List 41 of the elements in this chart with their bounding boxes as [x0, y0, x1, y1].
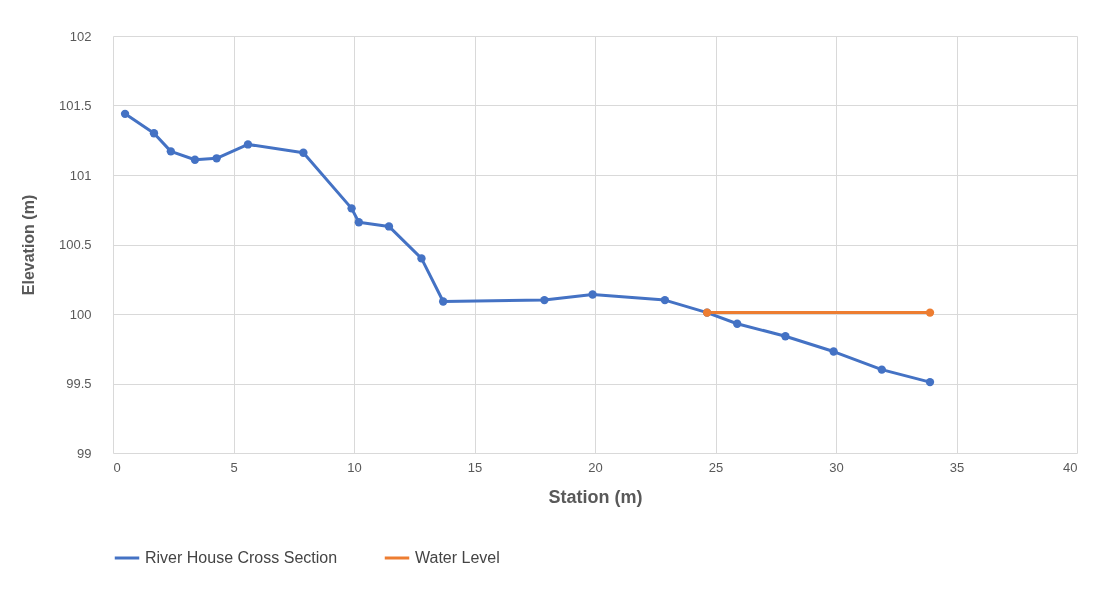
x-tick-label: 40 [1063, 459, 1078, 475]
y-tick-label: 101 [69, 167, 92, 183]
x-tick-label: 0 [113, 459, 121, 475]
point [299, 148, 308, 157]
point [588, 290, 597, 299]
point [925, 377, 935, 387]
point [660, 295, 670, 305]
legend-label: Water Level [415, 549, 500, 566]
point [212, 154, 221, 163]
point [149, 129, 159, 138]
x-tick-label: 30 [829, 459, 844, 475]
x-tick-label: 10 [347, 459, 362, 475]
point [120, 109, 130, 119]
y-tick-label: 99.5 [66, 376, 92, 391]
y-tick-label: 102 [69, 28, 92, 44]
legend-label: River House Cross Section [145, 549, 338, 566]
x-axis-title: Station (m) [548, 486, 643, 507]
point [925, 308, 935, 317]
point [781, 332, 790, 341]
x-tick-label: 5 [230, 459, 238, 475]
point [384, 222, 394, 231]
y-axis-title: Elevation (m) [19, 194, 37, 296]
point [347, 204, 356, 213]
point [438, 297, 448, 306]
point [166, 147, 176, 156]
point [190, 155, 200, 164]
point [243, 140, 253, 149]
x-tick-label: 25 [708, 459, 724, 475]
point [829, 347, 838, 356]
x-tick-label: 15 [467, 459, 483, 475]
y-tick-label: 100.5 [58, 237, 92, 252]
x-tick-label: 35 [949, 459, 965, 475]
y-tick-label: 99 [77, 445, 92, 461]
x-tick-label: 20 [588, 459, 603, 475]
point [354, 218, 363, 227]
point [877, 365, 886, 374]
point [540, 295, 549, 305]
point [417, 254, 426, 263]
point [733, 319, 742, 328]
y-tick-label: 100 [69, 306, 92, 322]
y-tick-label: 101.5 [58, 98, 92, 113]
